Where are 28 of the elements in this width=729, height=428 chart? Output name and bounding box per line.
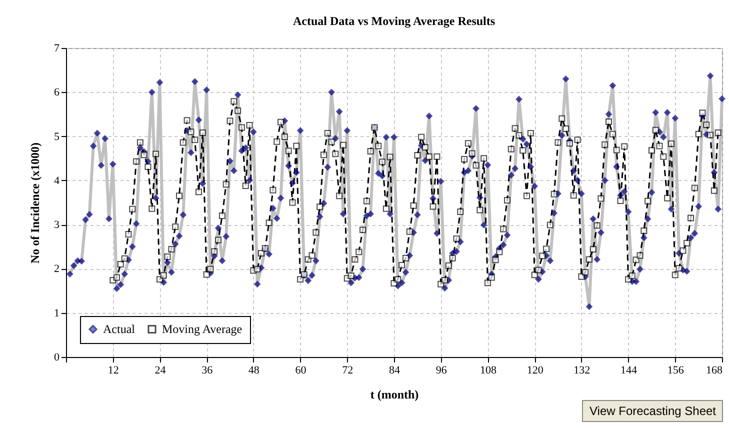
y-tick-label: 6 xyxy=(54,86,60,99)
y-tick-label: 4 xyxy=(54,174,60,187)
chart-title: Actual Data vs Moving Average Results xyxy=(292,14,496,28)
x-tick-label: 132 xyxy=(574,364,590,376)
x-tick-label: 168 xyxy=(706,364,723,376)
x-tick-label: 156 xyxy=(667,364,684,376)
text: View Forecasting Sheet xyxy=(582,400,723,422)
legend-label: Actual xyxy=(103,322,136,336)
x-tick-label: 48 xyxy=(248,364,260,376)
y-tick-label: 5 xyxy=(54,130,60,143)
x-tick-label: 72 xyxy=(342,364,354,376)
x-tick-label: 108 xyxy=(480,364,497,376)
y-tick-label: 7 xyxy=(54,42,60,54)
y-tick-label: 0 xyxy=(54,352,60,364)
legend-label: Moving Average xyxy=(162,322,242,336)
x-tick-label: 120 xyxy=(526,364,544,376)
x-tick-label: 24 xyxy=(154,364,166,376)
y-axis-title: No of Incidence (x1000) xyxy=(28,142,42,264)
x-tick-label: 60 xyxy=(295,364,307,376)
x-tick-label: 84 xyxy=(389,364,400,376)
y-tick-label: 3 xyxy=(54,219,60,232)
x-tick-label: 96 xyxy=(436,364,448,376)
x-tick-label: 36 xyxy=(202,364,214,376)
y-tick-label: 1 xyxy=(54,307,60,320)
x-axis-title: t (month) xyxy=(370,388,419,402)
y-tick-label: 2 xyxy=(54,263,60,276)
x-tick-label: 12 xyxy=(108,364,119,376)
x-tick-label: 144 xyxy=(620,364,638,376)
